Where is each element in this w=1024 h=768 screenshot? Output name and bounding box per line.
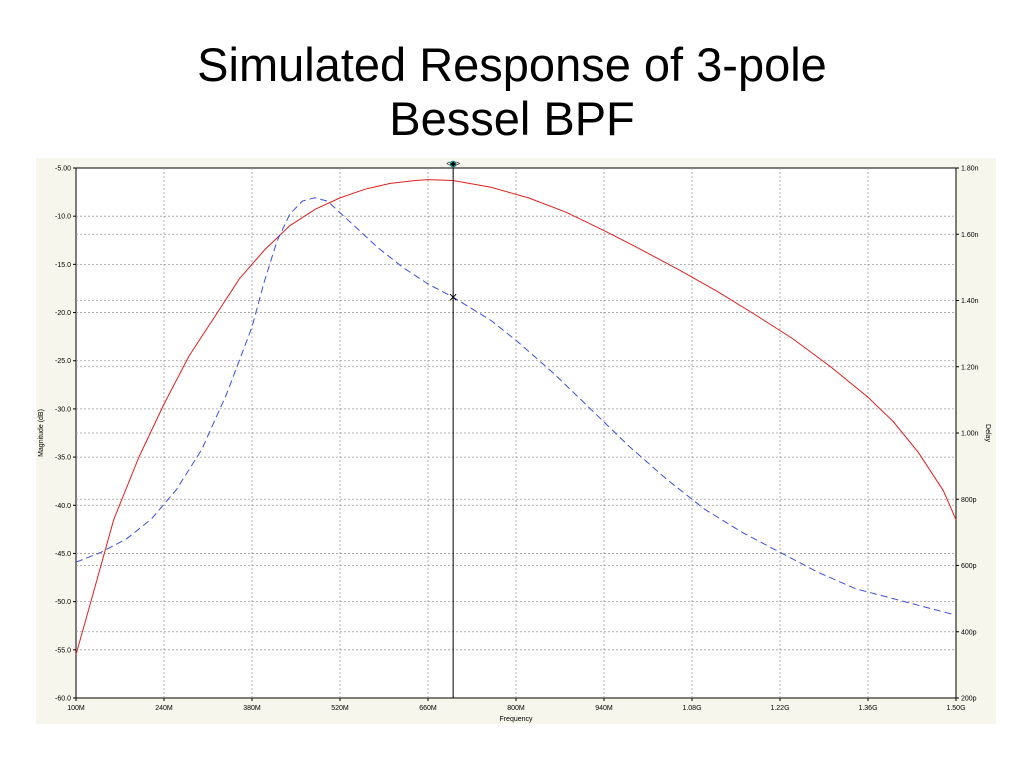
x-tick-label: 380M	[243, 705, 261, 712]
y2-tick-label: 800p	[961, 497, 977, 504]
y-axis-title: Magnitude (dB)	[38, 409, 45, 457]
x-tick-label: 240M	[155, 705, 173, 712]
x-tick-label: 1.08G	[682, 705, 701, 712]
x-tick-label: 100M	[67, 705, 85, 712]
x-tick-label: 1.36G	[858, 705, 877, 712]
x-tick-label: 520M	[331, 705, 349, 712]
marker-cross	[449, 293, 457, 301]
y2-tick-label: 1.00n	[961, 431, 979, 438]
y2-tick-label: 600p	[961, 563, 977, 570]
marker-label[interactable]: <◆>	[446, 161, 460, 168]
y-tick-label: -60.0	[55, 696, 71, 703]
y2-tick-label: 1.20n	[961, 364, 979, 371]
y2-axis-title: Delay	[984, 424, 991, 442]
y-tick-label: -40.0	[55, 503, 71, 510]
x-tick-label: 800M	[507, 705, 525, 712]
series-lines	[75, 179, 957, 655]
y-tick-label: -35.0	[55, 455, 71, 462]
frequency-marker[interactable]: <◆>	[446, 160, 460, 698]
x-tick-label: 1.22G	[770, 705, 789, 712]
y-tick-label: -50.0	[55, 599, 71, 606]
y2-tick-label: 1.80n	[961, 166, 979, 173]
slide-title-line1: Simulated Response of 3-pole	[197, 38, 827, 91]
frequency-response-chart: 100M 240M 380M 520M 660M 800M 940M 1.08G 1.22G 1.…	[38, 160, 991, 723]
x-tick-label: 940M	[595, 705, 613, 712]
y-tick-label: -25.0	[55, 358, 71, 365]
magnitude-series-line	[75, 179, 957, 655]
y2-tick-label: 400p	[961, 629, 977, 636]
y-tick-label: -55.0	[55, 647, 71, 654]
y-tick-label: -45.0	[55, 551, 71, 558]
slide-title-line2: Bessel BPF	[389, 92, 635, 145]
grid-lines	[76, 168, 956, 698]
x-tick-label: 1.50G	[946, 705, 965, 712]
axis-ticks: 100M 240M 380M 520M 660M 800M 940M 1.08G 1.22G 1.…	[55, 166, 979, 713]
x-axis-title: Frequency	[499, 716, 533, 723]
marker-handle-icon[interactable]	[449, 160, 457, 168]
y-tick-label: -30.0	[55, 406, 71, 413]
slide-title: Simulated Response of 3-pole Bessel BPF	[0, 38, 1024, 146]
chart-panel: 100M 240M 380M 520M 660M 800M 940M 1.08G 1.22G 1.…	[36, 158, 996, 724]
y2-tick-label: 200p	[961, 696, 977, 703]
y-tick-label: -20.0	[55, 310, 71, 317]
y2-tick-label: 1.40n	[961, 298, 979, 305]
y-tick-label: -10.0	[55, 214, 71, 221]
y2-tick-label: 1.60n	[961, 232, 979, 239]
y-tick-label: -5.00	[55, 166, 71, 173]
x-tick-label: 660M	[419, 705, 437, 712]
y-tick-label: -15.0	[55, 262, 71, 269]
